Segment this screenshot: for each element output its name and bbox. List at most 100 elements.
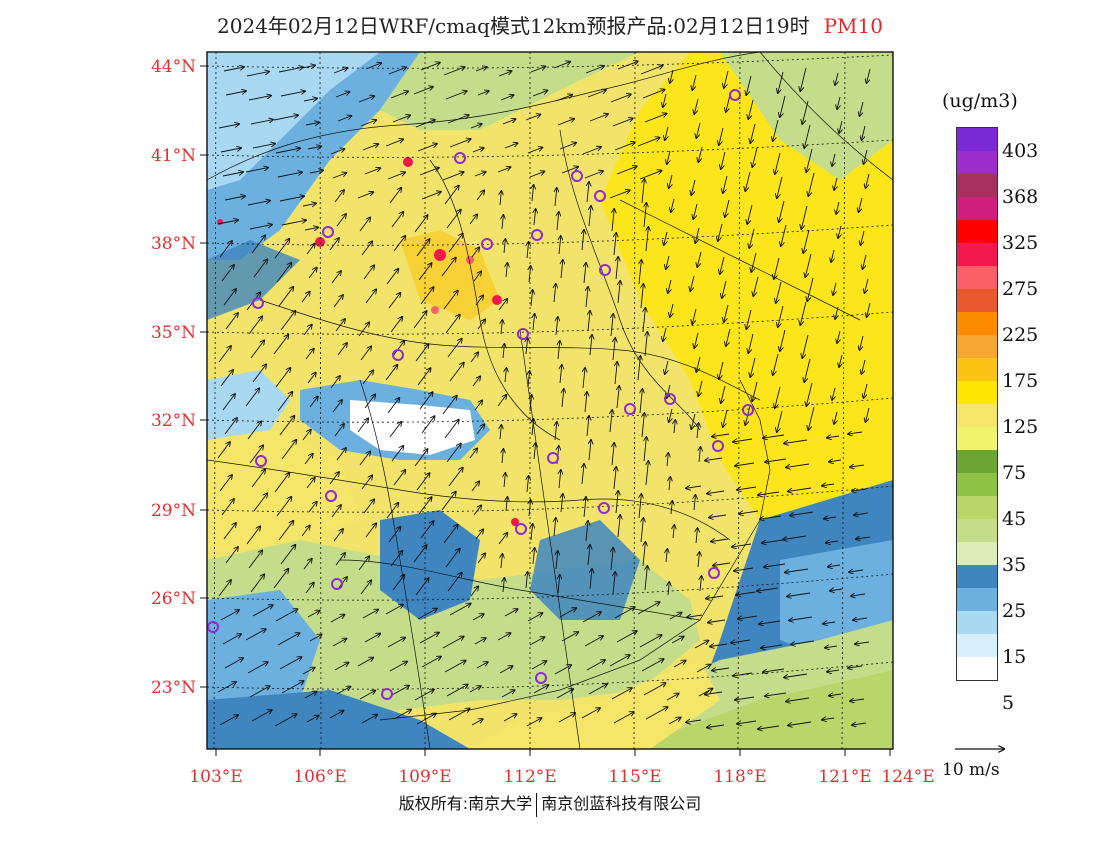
wind-arrow xyxy=(581,708,600,719)
wind-arrow xyxy=(686,720,702,722)
wind-arrow xyxy=(787,592,811,597)
wind-arrow xyxy=(337,343,347,356)
wind-arrow xyxy=(588,311,590,332)
wind-arrow xyxy=(646,461,648,486)
legend-swatch xyxy=(957,128,997,151)
wind-arrow xyxy=(800,301,807,325)
wind-arrow xyxy=(388,293,400,309)
wind-arrow xyxy=(365,523,376,538)
wind-arrow xyxy=(586,287,588,308)
wind-arrow xyxy=(413,545,427,563)
wind-arrow xyxy=(724,70,729,88)
wind-arrow xyxy=(852,723,867,725)
wind-arrow xyxy=(751,252,757,272)
wind-arrow xyxy=(803,229,810,253)
wind-arrow xyxy=(444,420,459,439)
wind-arrow xyxy=(835,306,838,319)
wind-arrow xyxy=(588,684,607,695)
wind-arrow xyxy=(252,364,266,383)
wind-arrow xyxy=(691,413,696,429)
wind-arrow xyxy=(698,380,703,396)
wind-arrow xyxy=(362,144,378,151)
wind-arrow xyxy=(278,521,293,541)
wind-arrow xyxy=(665,126,668,140)
wind-arrow xyxy=(775,386,781,408)
wind-arrow xyxy=(417,368,431,386)
wind-arrow xyxy=(827,436,840,438)
wind-arrow xyxy=(789,616,813,621)
wind-arrow xyxy=(739,511,759,514)
legend-swatch xyxy=(957,243,997,266)
wind-arrow xyxy=(502,449,503,464)
wind-arrow xyxy=(393,236,405,252)
wind-arrow xyxy=(392,115,410,123)
wind-arrow xyxy=(360,580,371,595)
wind-arrow xyxy=(669,408,672,422)
wind-arrow xyxy=(303,559,312,570)
wind-arrow xyxy=(642,90,665,99)
wind-arrow xyxy=(304,692,317,699)
wind-arrow xyxy=(469,214,477,225)
wind-arrow xyxy=(304,454,313,465)
wind-arrow xyxy=(800,67,807,91)
wind-arrow xyxy=(475,295,483,306)
legend-tick: 35 xyxy=(1002,554,1027,576)
wind-arrow xyxy=(589,206,591,227)
wind-arrow xyxy=(695,227,700,243)
wind-arrow xyxy=(763,434,785,438)
wind-arrow xyxy=(329,238,339,251)
wind-arrow xyxy=(360,120,376,127)
wind-arrow xyxy=(445,549,460,568)
wind-arrow xyxy=(554,518,556,537)
wind-arrow xyxy=(414,449,428,467)
wind-arrow xyxy=(305,349,314,360)
wind-arrow xyxy=(833,282,836,295)
wind-arrow xyxy=(387,638,405,648)
wind-arrow xyxy=(365,63,381,70)
wind-arrow xyxy=(693,203,698,219)
wind-arrow xyxy=(786,463,810,467)
wind-arrow xyxy=(501,554,502,569)
wind-arrow xyxy=(781,224,787,246)
wind-arrow xyxy=(664,231,667,245)
wind-arrow xyxy=(830,589,843,591)
wind-arrow xyxy=(764,563,786,567)
wind-arrow xyxy=(698,552,700,568)
wind-arrow xyxy=(808,172,815,196)
wind-arrow xyxy=(476,424,484,435)
wind-arrow xyxy=(503,714,517,722)
wind-arrow xyxy=(275,368,290,388)
wind-arrow xyxy=(562,389,564,408)
wind-arrow xyxy=(806,148,813,172)
wind-arrow xyxy=(697,251,702,267)
wind-arrow xyxy=(618,281,620,304)
wind-arrow xyxy=(851,594,866,596)
wind-arrow xyxy=(609,190,630,199)
wind-arrow xyxy=(641,518,643,543)
wind-arrow xyxy=(447,339,462,358)
wind-arrow xyxy=(735,697,755,700)
wind-arrow xyxy=(561,494,563,513)
wind-arrow xyxy=(307,373,316,384)
wind-arrow xyxy=(725,199,730,217)
wind-arrow xyxy=(705,458,723,461)
wind-arrow xyxy=(420,287,434,305)
wind-arrow xyxy=(587,416,589,437)
legend-swatch xyxy=(957,404,997,427)
wind-arrow xyxy=(553,62,570,69)
latitude-labels: 44°N 41°N 38°N 35°N 32°N 29°N 26°N 23°N xyxy=(151,57,196,698)
wind-arrow xyxy=(247,201,270,206)
wind-arrow xyxy=(308,502,317,513)
wind-arrow xyxy=(393,470,405,486)
monitoring-site xyxy=(325,490,337,502)
wind-arrow xyxy=(759,620,781,624)
wind-arrow xyxy=(504,143,518,149)
wind-arrow xyxy=(711,539,729,542)
monitoring-sites xyxy=(207,89,754,700)
wind-arrow xyxy=(498,533,507,545)
wind-arrow xyxy=(641,659,664,672)
wind-arrow xyxy=(277,633,300,646)
wind-arrow xyxy=(644,203,646,228)
wind-arrow xyxy=(358,556,369,571)
wind-arrow xyxy=(309,635,322,642)
